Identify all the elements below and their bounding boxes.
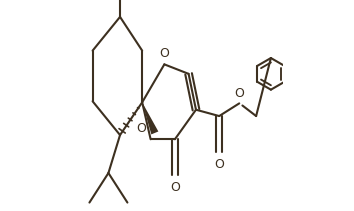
Text: O: O [170, 181, 180, 195]
Text: O: O [214, 158, 224, 171]
Polygon shape [142, 102, 158, 134]
Text: O: O [137, 122, 147, 135]
Text: O: O [159, 47, 169, 60]
Text: O: O [234, 87, 244, 100]
